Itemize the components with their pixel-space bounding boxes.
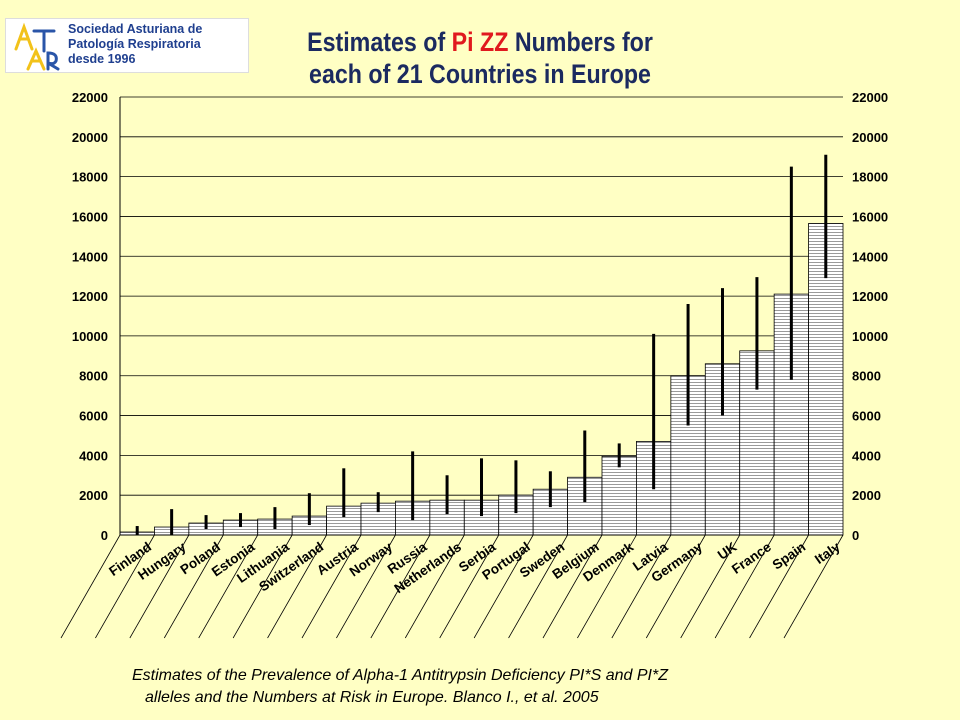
y-tick-label-right: 10000 bbox=[852, 329, 888, 344]
y-tick-label-right: 2000 bbox=[852, 488, 881, 503]
emblem-blue-stroke bbox=[32, 29, 56, 53]
society-name: Sociedad Asturiana de Patología Respirat… bbox=[68, 22, 202, 67]
category-guide-line bbox=[749, 534, 809, 639]
y-tick-label-right: 12000 bbox=[852, 289, 888, 304]
category-guide-line bbox=[473, 534, 534, 639]
category-guide-line bbox=[645, 534, 706, 639]
category-guide-line bbox=[129, 534, 190, 639]
y-tick-label-right: 22000 bbox=[852, 90, 888, 105]
title-line1: Estimates of Pi ZZ Numbers for bbox=[265, 26, 695, 58]
caption-line1: Estimates of the Prevalence of Alpha-1 A… bbox=[132, 667, 668, 684]
society-name-line3: desde 1996 bbox=[68, 52, 136, 66]
y-tick-label-left: 2000 bbox=[79, 488, 108, 503]
y-tick-label-left: 18000 bbox=[72, 170, 108, 185]
x-tick-label-france: France bbox=[729, 539, 774, 577]
y-tick-label-left: 16000 bbox=[72, 209, 108, 224]
y-tick-label-right: 6000 bbox=[852, 409, 881, 424]
y-tick-label-right: 14000 bbox=[852, 249, 888, 264]
y-tick-label-left: 22000 bbox=[72, 90, 108, 105]
category-guide-line bbox=[232, 534, 293, 639]
category-guide-line bbox=[95, 534, 155, 639]
title-part1: Estimates of bbox=[307, 27, 452, 57]
category-guide-line bbox=[680, 534, 741, 639]
category-guide-line bbox=[301, 534, 362, 639]
figure-caption: Estimates of the Prevalence of Alpha-1 A… bbox=[132, 665, 892, 709]
y-tick-label-left: 6000 bbox=[79, 409, 108, 424]
y-tick-label-right: 20000 bbox=[852, 130, 888, 145]
y-tick-label-right: 4000 bbox=[852, 448, 881, 463]
y-tick-label-left: 10000 bbox=[72, 329, 108, 344]
y-tick-label-right: 8000 bbox=[852, 369, 881, 384]
y-tick-label-right: 16000 bbox=[852, 209, 888, 224]
x-tick-label-spain: Spain bbox=[770, 539, 809, 572]
category-guide-line bbox=[714, 534, 775, 639]
caption-line2: alleles and the Numbers at Risk in Europ… bbox=[145, 689, 599, 706]
emblem-yellow-stroke bbox=[14, 22, 34, 51]
category-guide-line bbox=[611, 534, 672, 639]
category-guide-line bbox=[60, 534, 121, 639]
category-guide-line bbox=[163, 534, 224, 639]
category-guide-line bbox=[198, 534, 259, 639]
emblem-blue-stroke-2 bbox=[46, 51, 60, 71]
category-guide-line bbox=[439, 534, 500, 639]
title-line2: each of 21 Countries in Europe bbox=[309, 59, 651, 89]
title-highlight: Pi ZZ bbox=[451, 27, 509, 57]
y-tick-label-left: 20000 bbox=[72, 130, 108, 145]
y-tick-label-left: 4000 bbox=[79, 448, 108, 463]
category-guide-line bbox=[577, 534, 637, 639]
category-guide-line bbox=[783, 534, 844, 639]
y-tick-label-left: 8000 bbox=[79, 369, 108, 384]
category-guide-line bbox=[404, 534, 465, 639]
category-guide-line bbox=[542, 534, 603, 639]
category-guide-line bbox=[508, 534, 568, 639]
y-tick-label-left: 0 bbox=[101, 528, 108, 543]
emblem-yellow-stroke-2 bbox=[26, 47, 46, 71]
title-part2: Numbers for bbox=[508, 27, 653, 57]
society-name-line1: Sociedad Asturiana de bbox=[68, 22, 203, 36]
asturpar-emblem-icon bbox=[14, 22, 60, 71]
category-guide-line bbox=[267, 534, 327, 639]
y-tick-label-right: 18000 bbox=[852, 170, 888, 185]
y-tick-label-right: 0 bbox=[852, 528, 859, 543]
society-name-line2: Patología Respiratoria bbox=[68, 37, 201, 51]
bar-denmark bbox=[601, 455, 637, 536]
y-tick-label-left: 14000 bbox=[72, 249, 108, 264]
category-guide-line bbox=[370, 534, 431, 639]
y-tick-label-left: 12000 bbox=[72, 289, 108, 304]
category-guide-line bbox=[336, 534, 396, 639]
society-logo: Sociedad Asturiana de Patología Respirat… bbox=[5, 18, 249, 73]
page-title: Estimates of Pi ZZ Numbers for each of 2… bbox=[265, 26, 695, 90]
